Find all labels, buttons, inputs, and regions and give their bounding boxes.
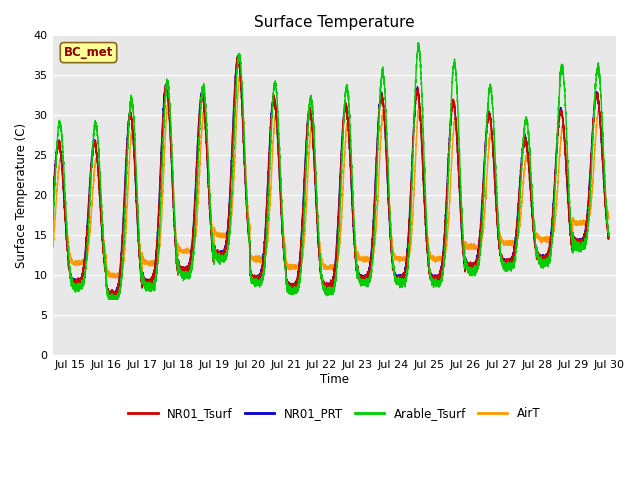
Legend: NR01_Tsurf, NR01_PRT, Arable_Tsurf, AirT: NR01_Tsurf, NR01_PRT, Arable_Tsurf, AirT bbox=[124, 402, 545, 425]
Text: BC_met: BC_met bbox=[64, 46, 113, 59]
Y-axis label: Surface Temperature (C): Surface Temperature (C) bbox=[15, 122, 28, 268]
Title: Surface Temperature: Surface Temperature bbox=[254, 15, 415, 30]
X-axis label: Time: Time bbox=[320, 372, 349, 385]
